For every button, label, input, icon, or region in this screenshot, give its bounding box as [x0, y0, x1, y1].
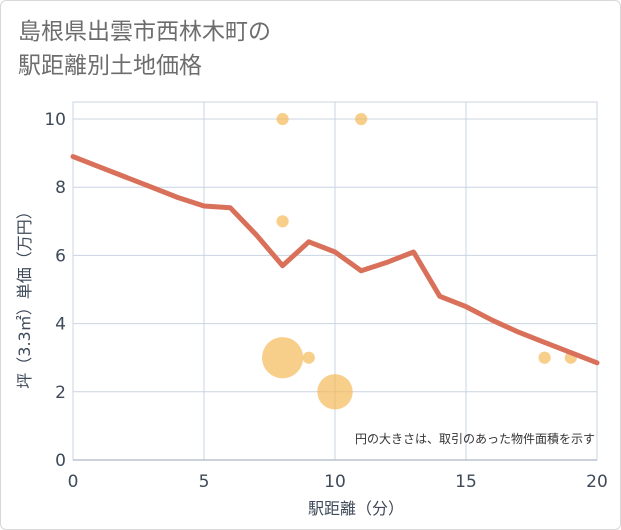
y-tick-labels: 0 2 4 6 8 10	[44, 110, 66, 471]
data-point	[538, 351, 551, 364]
chart-title: 島根県出雲市西林木町の 駅距離別土地価格	[18, 15, 271, 83]
y-tick-label: 0	[55, 451, 66, 471]
y-axis-label: 坪（3.3㎡）単価（万円）	[15, 203, 34, 388]
data-points	[262, 112, 577, 410]
data-point	[276, 215, 289, 228]
data-point	[302, 351, 315, 364]
size-note: 円の大きさは、取引のあった物件面積を示す	[355, 431, 595, 446]
data-point	[276, 112, 289, 126]
data-point	[262, 337, 304, 379]
x-tick-label: 15	[455, 472, 477, 492]
y-tick-label: 10	[44, 110, 66, 130]
x-tick-label: 0	[68, 472, 79, 492]
x-tick-label: 10	[324, 472, 346, 492]
x-tick-labels: 0 5 10 15 20	[68, 472, 608, 492]
x-tick-label: 5	[199, 472, 210, 492]
title-line-1: 島根県出雲市西林木町の	[18, 19, 271, 45]
plot-frame	[72, 101, 598, 461]
y-tick-label: 2	[55, 383, 66, 403]
data-point	[317, 374, 353, 410]
title-line-2: 駅距離別土地価格	[18, 53, 202, 79]
y-tick-label: 6	[55, 246, 66, 266]
trend-line	[70, 154, 600, 366]
x-tick-label: 20	[586, 472, 608, 492]
y-tick-label: 8	[55, 178, 66, 198]
y-tick-label: 4	[55, 315, 66, 335]
data-point	[355, 112, 368, 126]
x-axis-label: 駅距離（分）	[308, 499, 404, 518]
